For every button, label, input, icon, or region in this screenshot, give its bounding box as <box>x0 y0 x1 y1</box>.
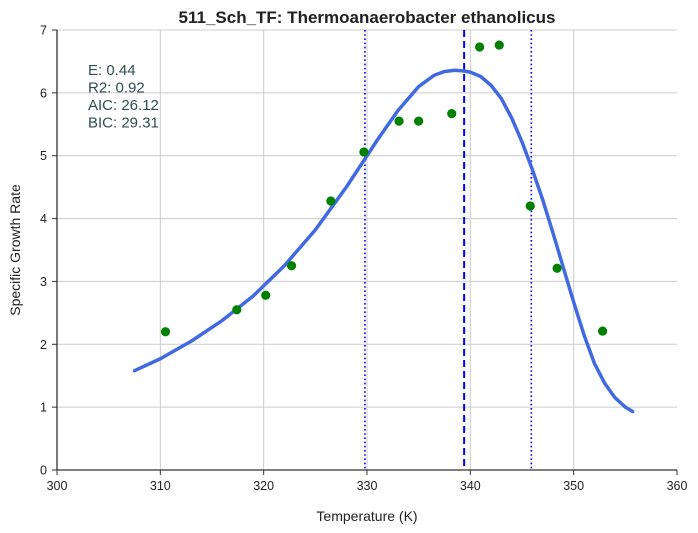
data-point <box>552 263 562 273</box>
x-tick-label: 340 <box>460 479 481 493</box>
stat-line: E: 0.44 <box>88 62 136 79</box>
y-tick-label: 6 <box>40 86 47 100</box>
y-tick-label: 0 <box>40 464 47 478</box>
y-tick-label: 7 <box>40 24 47 38</box>
y-tick-label: 5 <box>40 149 47 163</box>
ticks: 300 310 320 330 340 350 360 0 1 2 3 4 5 6 7 <box>40 24 687 494</box>
chart-title: 511_Sch_TF: Thermoanaerobacter ethanolic… <box>179 8 556 27</box>
y-tick-label: 2 <box>40 338 47 352</box>
data-point <box>359 147 369 157</box>
y-tick-label: 1 <box>40 401 47 415</box>
x-tick-label: 320 <box>253 479 274 493</box>
x-tick-label: 300 <box>47 479 68 493</box>
stat-line: AIC: 26.12 <box>88 97 159 114</box>
data-point <box>232 305 242 315</box>
x-axis-label: Temperature (K) <box>316 508 417 524</box>
data-point <box>598 326 608 336</box>
data-point <box>494 40 504 50</box>
x-tick-label: 350 <box>563 479 584 493</box>
x-tick-label: 310 <box>150 479 171 493</box>
data-point <box>261 290 271 300</box>
x-tick-label: 330 <box>357 479 378 493</box>
data-point <box>447 109 457 119</box>
x-tick-label: 360 <box>667 479 688 493</box>
y-tick-label: 4 <box>40 212 47 226</box>
data-point <box>286 261 297 271</box>
y-tick-label: 3 <box>40 275 47 289</box>
y-axis-label: Specific Growth Rate <box>7 184 23 316</box>
reference-lines <box>364 30 533 470</box>
data-point <box>414 116 424 126</box>
data-point <box>475 42 485 52</box>
data-points <box>160 40 608 337</box>
grid <box>57 29 677 470</box>
data-point <box>394 116 404 126</box>
stat-line: R2: 0.92 <box>88 80 145 97</box>
fit-curve <box>132 68 635 414</box>
data-point <box>326 196 336 206</box>
data-point <box>160 327 171 337</box>
fit-curve-layer <box>132 68 635 414</box>
stat-line: BIC: 29.31 <box>88 115 159 132</box>
data-point <box>525 201 535 211</box>
